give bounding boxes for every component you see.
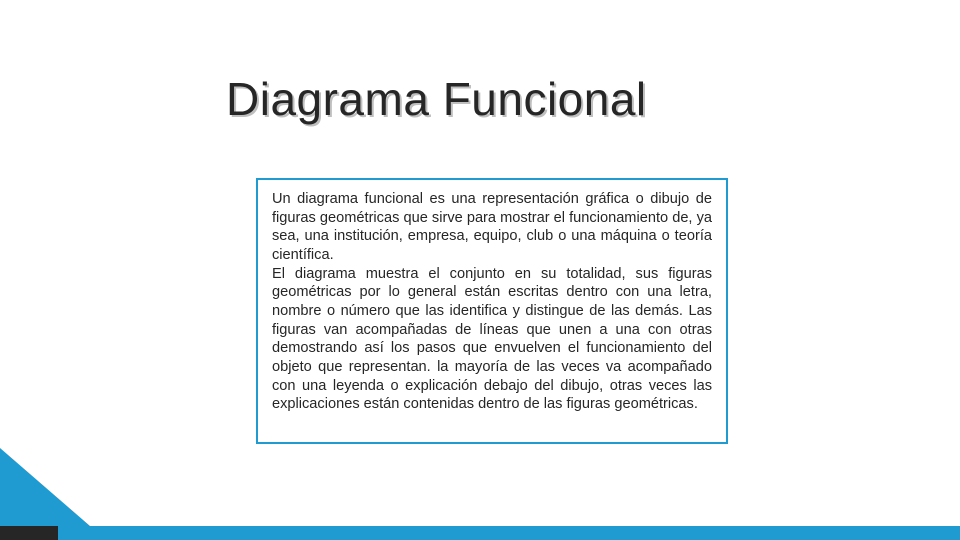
slide-title: Diagrama Funcional xyxy=(226,72,647,126)
accent-stripe xyxy=(0,526,960,540)
accent-triangle xyxy=(0,448,90,526)
content-box: Un diagrama funcional es una representac… xyxy=(256,178,728,444)
accent-blue-bar xyxy=(0,526,960,540)
content-text: Un diagrama funcional es una representac… xyxy=(272,190,712,414)
accent-black-bar xyxy=(0,526,58,540)
